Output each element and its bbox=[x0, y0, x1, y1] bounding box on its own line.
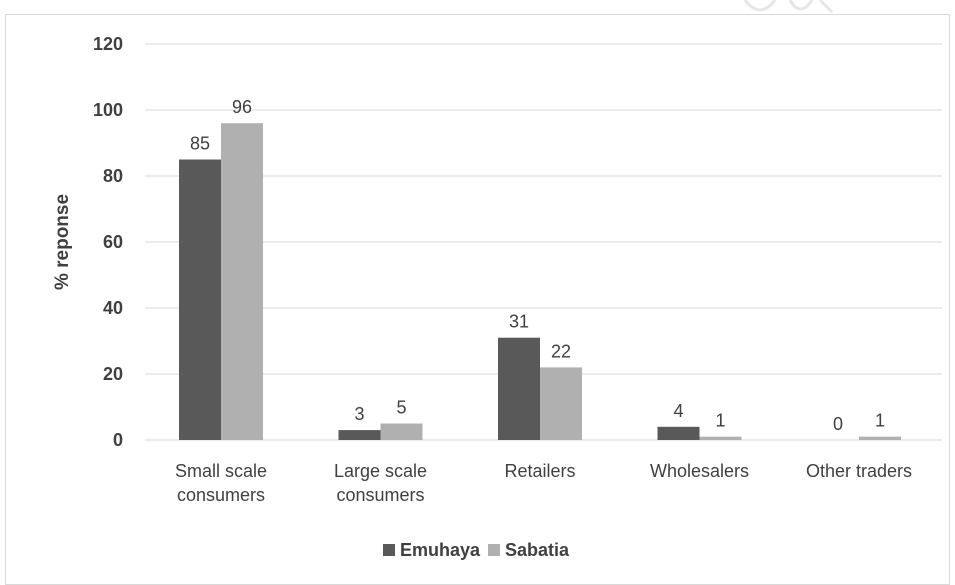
category-label: Retailers bbox=[504, 461, 575, 481]
data-label: 0 bbox=[833, 414, 843, 434]
decorative-watermark bbox=[743, 0, 834, 14]
y-tick-label: 120 bbox=[93, 34, 123, 54]
bar-sabatia-2 bbox=[540, 367, 582, 440]
y-tick-label: 20 bbox=[103, 364, 123, 384]
category-label: Large scale consumers bbox=[334, 461, 427, 505]
legend-label-emuhaya: Emuhaya bbox=[400, 540, 481, 560]
bar-emuhaya-2 bbox=[498, 337, 540, 440]
y-axis-label: % reponse bbox=[52, 194, 73, 290]
x-axis-categories: Small scale consumers Large scale consumers… bbox=[175, 461, 912, 505]
category-label: Wholesalers bbox=[650, 461, 749, 481]
bar-emuhaya-0 bbox=[179, 159, 221, 440]
y-tick-label: 40 bbox=[103, 298, 123, 318]
legend-swatch-sabatia bbox=[488, 544, 500, 556]
legend: Emuhaya Sabatia bbox=[383, 540, 570, 560]
data-label: 22 bbox=[551, 341, 571, 361]
bar-sabatia-0 bbox=[221, 123, 263, 440]
y-tick-label: 0 bbox=[113, 430, 123, 450]
y-tick-label: 60 bbox=[103, 232, 123, 252]
bar-sabatia-1 bbox=[380, 423, 423, 440]
y-tick-label: 100 bbox=[93, 100, 123, 120]
y-tick-label: 80 bbox=[103, 166, 123, 186]
data-label: 96 bbox=[232, 97, 252, 117]
data-label: 31 bbox=[509, 312, 529, 332]
data-label: 5 bbox=[396, 398, 406, 418]
legend-label-sabatia: Sabatia bbox=[505, 540, 570, 560]
bars bbox=[179, 123, 901, 440]
data-label: 85 bbox=[190, 134, 210, 154]
gridlines bbox=[145, 43, 942, 441]
bar-emuhaya-1 bbox=[338, 430, 381, 440]
category-label: Other traders bbox=[806, 461, 912, 481]
bar-emuhaya-3 bbox=[657, 426, 700, 440]
chart-area bbox=[5, 14, 950, 585]
category-label: Small scale consumers bbox=[175, 461, 267, 505]
legend-swatch-emuhaya bbox=[383, 544, 395, 556]
data-label: 1 bbox=[715, 411, 725, 431]
data-label: 1 bbox=[875, 411, 885, 431]
bar-sabatia-3 bbox=[699, 436, 742, 440]
data-label: 4 bbox=[673, 401, 683, 421]
data-label: 3 bbox=[354, 404, 364, 424]
bar-sabatia-4 bbox=[859, 436, 901, 440]
data-labels: 85 96 3 5 31 22 4 1 0 1 bbox=[190, 97, 885, 434]
y-axis-ticks: 0 20 40 60 80 100 120 bbox=[93, 34, 123, 450]
